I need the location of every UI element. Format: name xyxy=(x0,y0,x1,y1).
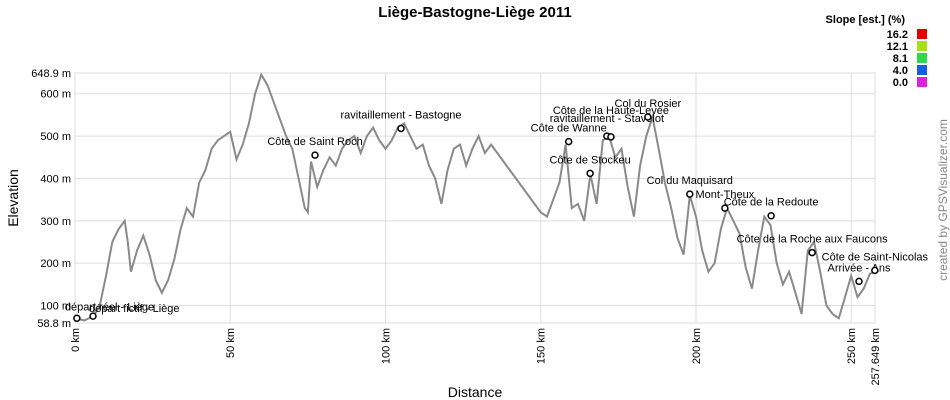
waypoint xyxy=(644,113,652,121)
waypoint xyxy=(311,151,319,159)
waypoint xyxy=(607,133,615,141)
waypoint xyxy=(586,169,594,178)
y-tick-label: 100 m xyxy=(40,301,71,313)
waypoint xyxy=(73,314,81,323)
legend-label: 16.2 xyxy=(887,29,908,41)
elevation-line xyxy=(74,72,876,322)
y-tick-label: 400 m xyxy=(40,173,71,185)
y-tick-label: 58.8 m xyxy=(37,318,71,330)
legend-swatch xyxy=(917,41,927,51)
waypoint-label: Côte de Saint-Nicolas xyxy=(822,251,929,263)
waypoint-label: Côte de Stockeu xyxy=(549,154,630,166)
y-axis-title: Elevation xyxy=(5,169,21,227)
y-tick-label: 500 m xyxy=(40,131,71,143)
waypoint-label: Côte de la Redoute xyxy=(724,197,819,209)
waypoint xyxy=(721,204,729,212)
waypoint-label: Côte de la Roche aux Faucons xyxy=(737,234,889,246)
legend-label: 0.0 xyxy=(893,77,908,89)
y-tick-label: 648.9 m xyxy=(31,68,71,80)
waypoint-label: Côte de Saint Roch xyxy=(267,136,362,148)
waypoint-label: départ fictif - Liège xyxy=(89,303,180,315)
x-tick-label: 100 km xyxy=(380,328,392,364)
waypoint xyxy=(767,211,775,220)
x-tick-label: 250 km xyxy=(846,328,858,364)
waypoint-label: Mont-Theux xyxy=(696,189,755,201)
waypoint-label: Côte de Wanne xyxy=(531,123,607,135)
waypoint xyxy=(808,248,816,257)
legend-label: 4.0 xyxy=(893,65,908,77)
waypoint-label: ravitaillement - Bastogne xyxy=(340,109,461,121)
legend-label: 12.1 xyxy=(887,41,908,53)
chart-title: Liège-Bastogne-Liège 2011 xyxy=(378,4,571,21)
x-axis-title: Distance xyxy=(448,384,503,400)
x-tick-label: 0 km xyxy=(70,328,82,352)
x-tick-label: 50 km xyxy=(225,328,237,358)
plot-area xyxy=(74,72,876,324)
legend-swatch xyxy=(917,29,927,39)
watermark: created by GPSVisualizer.com xyxy=(936,119,950,281)
legend-swatch xyxy=(917,65,927,75)
y-tick-label: 300 m xyxy=(40,216,71,228)
waypoint xyxy=(855,277,863,286)
legend-swatch xyxy=(917,77,927,87)
waypoint xyxy=(397,124,405,133)
waypoint-label: Côte de la Haute-Levée xyxy=(553,105,669,117)
y-tick-label: 600 m xyxy=(40,89,71,101)
waypoint xyxy=(89,312,97,320)
waypoint-label: départ réel - Liège xyxy=(65,301,154,313)
legend-swatch xyxy=(917,53,927,63)
waypoint-label: Col du Rosier xyxy=(615,98,682,110)
waypoint-label: ravitaillement - Stavelot xyxy=(550,113,664,125)
waypoint-label: Col du Maquisard xyxy=(647,175,733,187)
y-tick-label: 200 m xyxy=(40,258,71,270)
x-tick-label: 257.649 km xyxy=(870,328,882,385)
waypoint xyxy=(686,190,694,198)
legend-label: 8.1 xyxy=(893,53,908,65)
waypoint-label: Arrivée - Ans xyxy=(828,262,891,274)
waypoint xyxy=(564,137,573,146)
x-tick-label: 200 km xyxy=(691,328,703,364)
waypoint xyxy=(871,266,879,275)
x-tick-label: 150 km xyxy=(536,328,548,364)
legend-title: Slope [est.] (%) xyxy=(826,14,906,26)
